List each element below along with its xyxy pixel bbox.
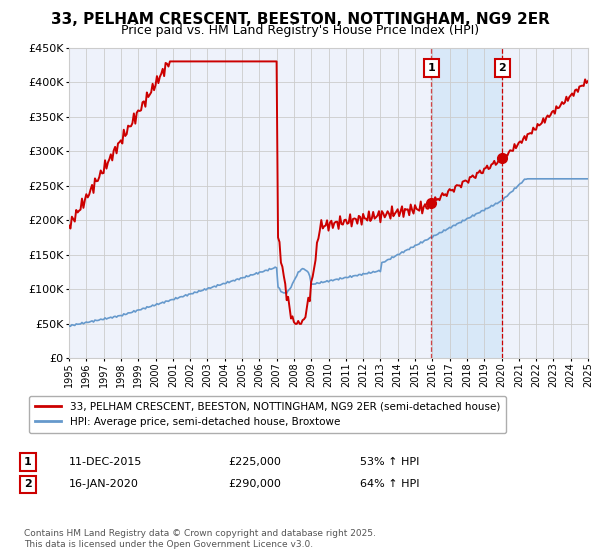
Text: Contains HM Land Registry data © Crown copyright and database right 2025.
This d: Contains HM Land Registry data © Crown c…	[24, 529, 376, 549]
Legend: 33, PELHAM CRESCENT, BEESTON, NOTTINGHAM, NG9 2ER (semi-detached house), HPI: Av: 33, PELHAM CRESCENT, BEESTON, NOTTINGHAM…	[29, 395, 506, 433]
Text: £225,000: £225,000	[228, 457, 281, 467]
Text: Price paid vs. HM Land Registry's House Price Index (HPI): Price paid vs. HM Land Registry's House …	[121, 24, 479, 37]
Text: 64% ↑ HPI: 64% ↑ HPI	[360, 479, 419, 489]
Text: 11-DEC-2015: 11-DEC-2015	[69, 457, 142, 467]
Text: £290,000: £290,000	[228, 479, 281, 489]
Text: 16-JAN-2020: 16-JAN-2020	[69, 479, 139, 489]
Text: 53% ↑ HPI: 53% ↑ HPI	[360, 457, 419, 467]
Text: 33, PELHAM CRESCENT, BEESTON, NOTTINGHAM, NG9 2ER: 33, PELHAM CRESCENT, BEESTON, NOTTINGHAM…	[50, 12, 550, 27]
Text: 2: 2	[24, 479, 32, 489]
Text: 1: 1	[428, 63, 436, 73]
Text: 1: 1	[24, 457, 32, 467]
Text: 2: 2	[499, 63, 506, 73]
Bar	[431, 48, 502, 358]
